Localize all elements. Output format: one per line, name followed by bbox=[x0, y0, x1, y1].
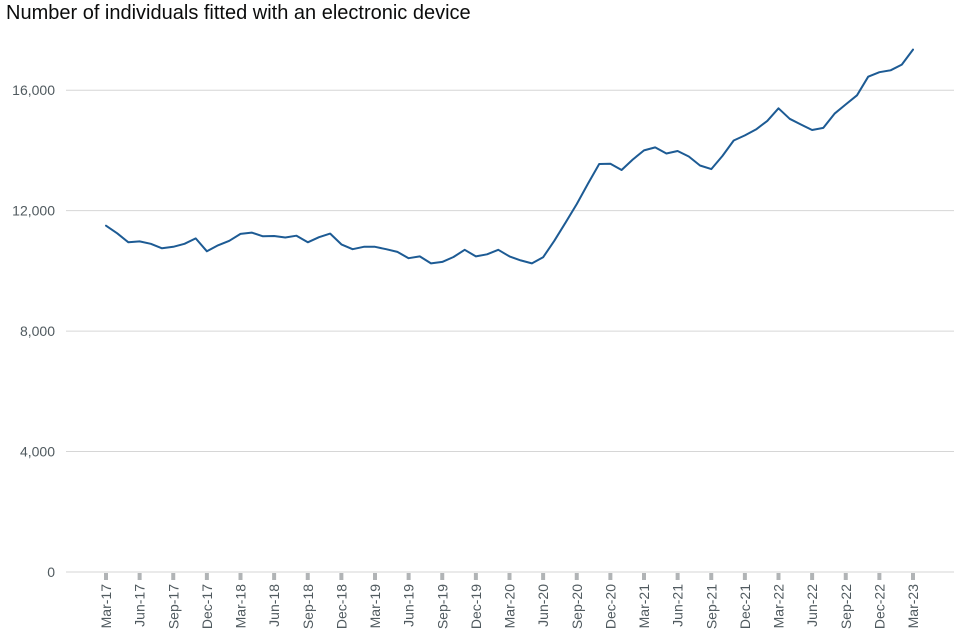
x-tick-label: Mar-21 bbox=[636, 584, 652, 629]
x-tick-label: Mar-18 bbox=[233, 584, 249, 629]
chart-title: Number of individuals fitted with an ele… bbox=[6, 2, 471, 24]
x-axis: Mar-17 Jun-17 Sep-17 Dec-17 Mar-18 Jun-18 Sep-… bbox=[98, 573, 921, 629]
y-tick-label: 16,000 bbox=[12, 82, 55, 98]
series-layer bbox=[105, 48, 914, 265]
x-tick-label: Jun-17 bbox=[132, 584, 148, 627]
x-tick-label: Sep-20 bbox=[569, 584, 585, 629]
x-tick-label: Jun-18 bbox=[266, 584, 282, 627]
x-tick-label: Dec-18 bbox=[333, 584, 349, 629]
gridlines bbox=[66, 89, 954, 573]
x-tick-label: Mar-17 bbox=[98, 584, 114, 629]
x-tick-label: Dec-20 bbox=[602, 584, 618, 629]
y-tick-label: 12,000 bbox=[12, 203, 55, 219]
x-tick-label: Dec-22 bbox=[871, 584, 887, 629]
x-tick-label: Dec-17 bbox=[199, 584, 215, 629]
x-tick-label: Mar-22 bbox=[771, 584, 787, 629]
x-tick-label: Sep-18 bbox=[300, 584, 316, 629]
x-tick-label: Dec-19 bbox=[468, 584, 484, 629]
x-tick-label: Sep-19 bbox=[434, 584, 450, 629]
x-tick-label: Jun-21 bbox=[670, 584, 686, 627]
series-line bbox=[105, 48, 914, 265]
x-tick-label: Sep-17 bbox=[165, 584, 181, 629]
y-tick-label: 0 bbox=[47, 564, 55, 580]
x-tick-label: Mar-20 bbox=[502, 584, 518, 629]
y-axis-tick-labels: 0 4,000 8,000 12,000 16,000 bbox=[12, 82, 55, 580]
y-tick-label: 8,000 bbox=[20, 323, 55, 339]
x-tick-label: Mar-23 bbox=[905, 584, 921, 629]
x-tick-label: Sep-22 bbox=[838, 584, 854, 629]
y-tick-label: 4,000 bbox=[20, 444, 55, 460]
x-tick-label: Jun-20 bbox=[535, 584, 551, 627]
x-tick-label: Jun-22 bbox=[804, 584, 820, 627]
x-tick-label: Sep-21 bbox=[703, 584, 719, 629]
x-tick-label: Mar-19 bbox=[367, 584, 383, 629]
x-tick-label: Dec-21 bbox=[737, 584, 753, 629]
x-tick-label: Jun-19 bbox=[401, 584, 417, 627]
